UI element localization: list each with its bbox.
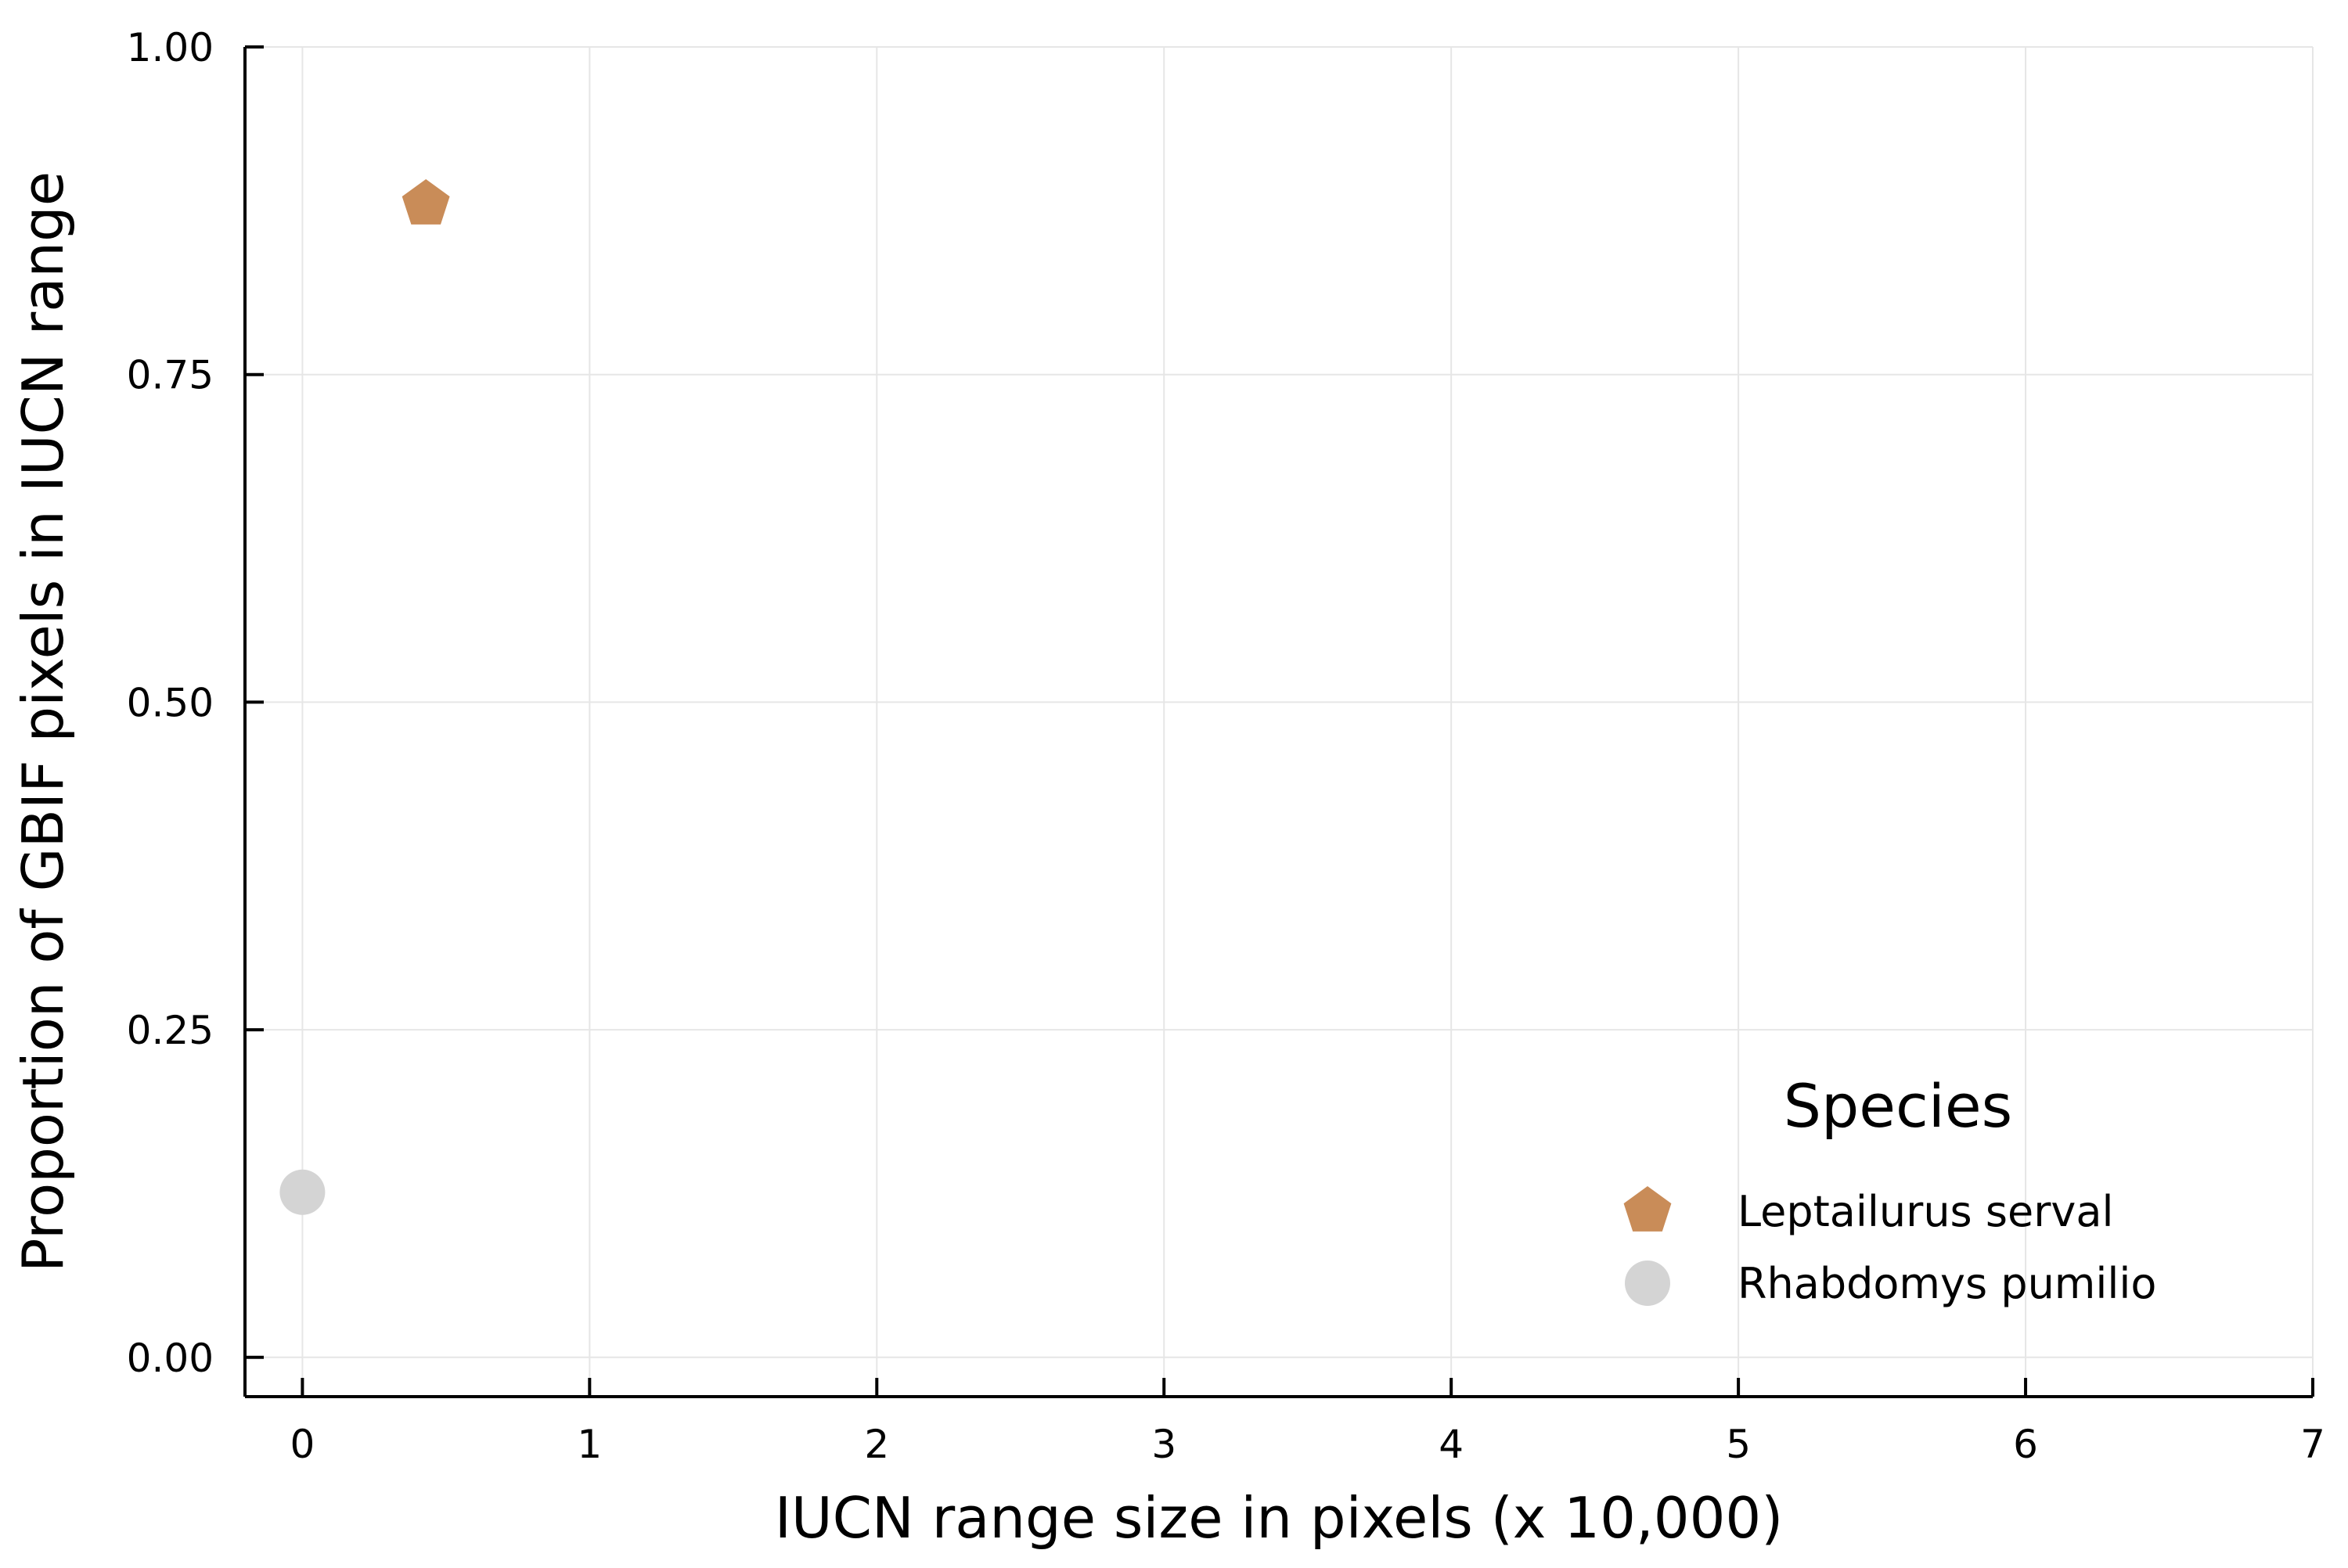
legend-marker xyxy=(1625,1261,1670,1306)
x-tick-label: 3 xyxy=(1151,1422,1176,1467)
legend: Species Leptailurus serval Rhabdomys pumi… xyxy=(1623,1071,2156,1308)
ticks: 0 1 2 3 4 5 6 7 0.00 0.25 0.50 0.75 1.00 xyxy=(127,25,2325,1467)
x-tick-label: 6 xyxy=(2013,1422,2038,1467)
legend-label: Rhabdomys pumilio xyxy=(1738,1259,2156,1308)
data-points xyxy=(279,179,450,1215)
legend-title: Species xyxy=(1784,1071,2013,1141)
data-point xyxy=(279,1169,326,1215)
x-tick-label: 2 xyxy=(864,1422,889,1467)
y-tick-label: 0.75 xyxy=(127,353,214,398)
y-tick-label: 0.50 xyxy=(127,680,214,725)
y-tick-label: 0.25 xyxy=(127,1008,214,1053)
y-tick-label: 0.00 xyxy=(127,1336,214,1381)
y-axis-title: Proportion of GBIF pixels in IUCN range xyxy=(10,171,76,1272)
x-tick-label: 1 xyxy=(577,1422,602,1467)
legend-label: Leptailurus serval xyxy=(1738,1187,2113,1236)
x-axis-title: IUCN range size in pixels (x 10,000) xyxy=(775,1485,1784,1551)
x-tick-label: 4 xyxy=(1439,1422,1464,1467)
x-tick-label: 5 xyxy=(1726,1422,1751,1467)
grid xyxy=(245,46,2314,1397)
x-tick-label: 0 xyxy=(290,1422,315,1467)
y-tick-label: 1.00 xyxy=(127,25,214,70)
data-point xyxy=(402,179,450,225)
legend-marker xyxy=(1623,1186,1672,1232)
x-tick-label: 7 xyxy=(2300,1422,2325,1467)
